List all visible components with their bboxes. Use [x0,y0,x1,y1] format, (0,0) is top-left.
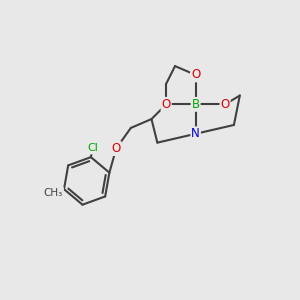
Text: O: O [191,68,200,81]
Text: O: O [162,98,171,111]
Text: B: B [192,98,200,111]
Text: O: O [112,142,121,155]
Text: O: O [220,98,230,111]
Text: CH₃: CH₃ [44,188,63,198]
Text: N: N [191,127,200,140]
Text: Cl: Cl [87,143,98,153]
